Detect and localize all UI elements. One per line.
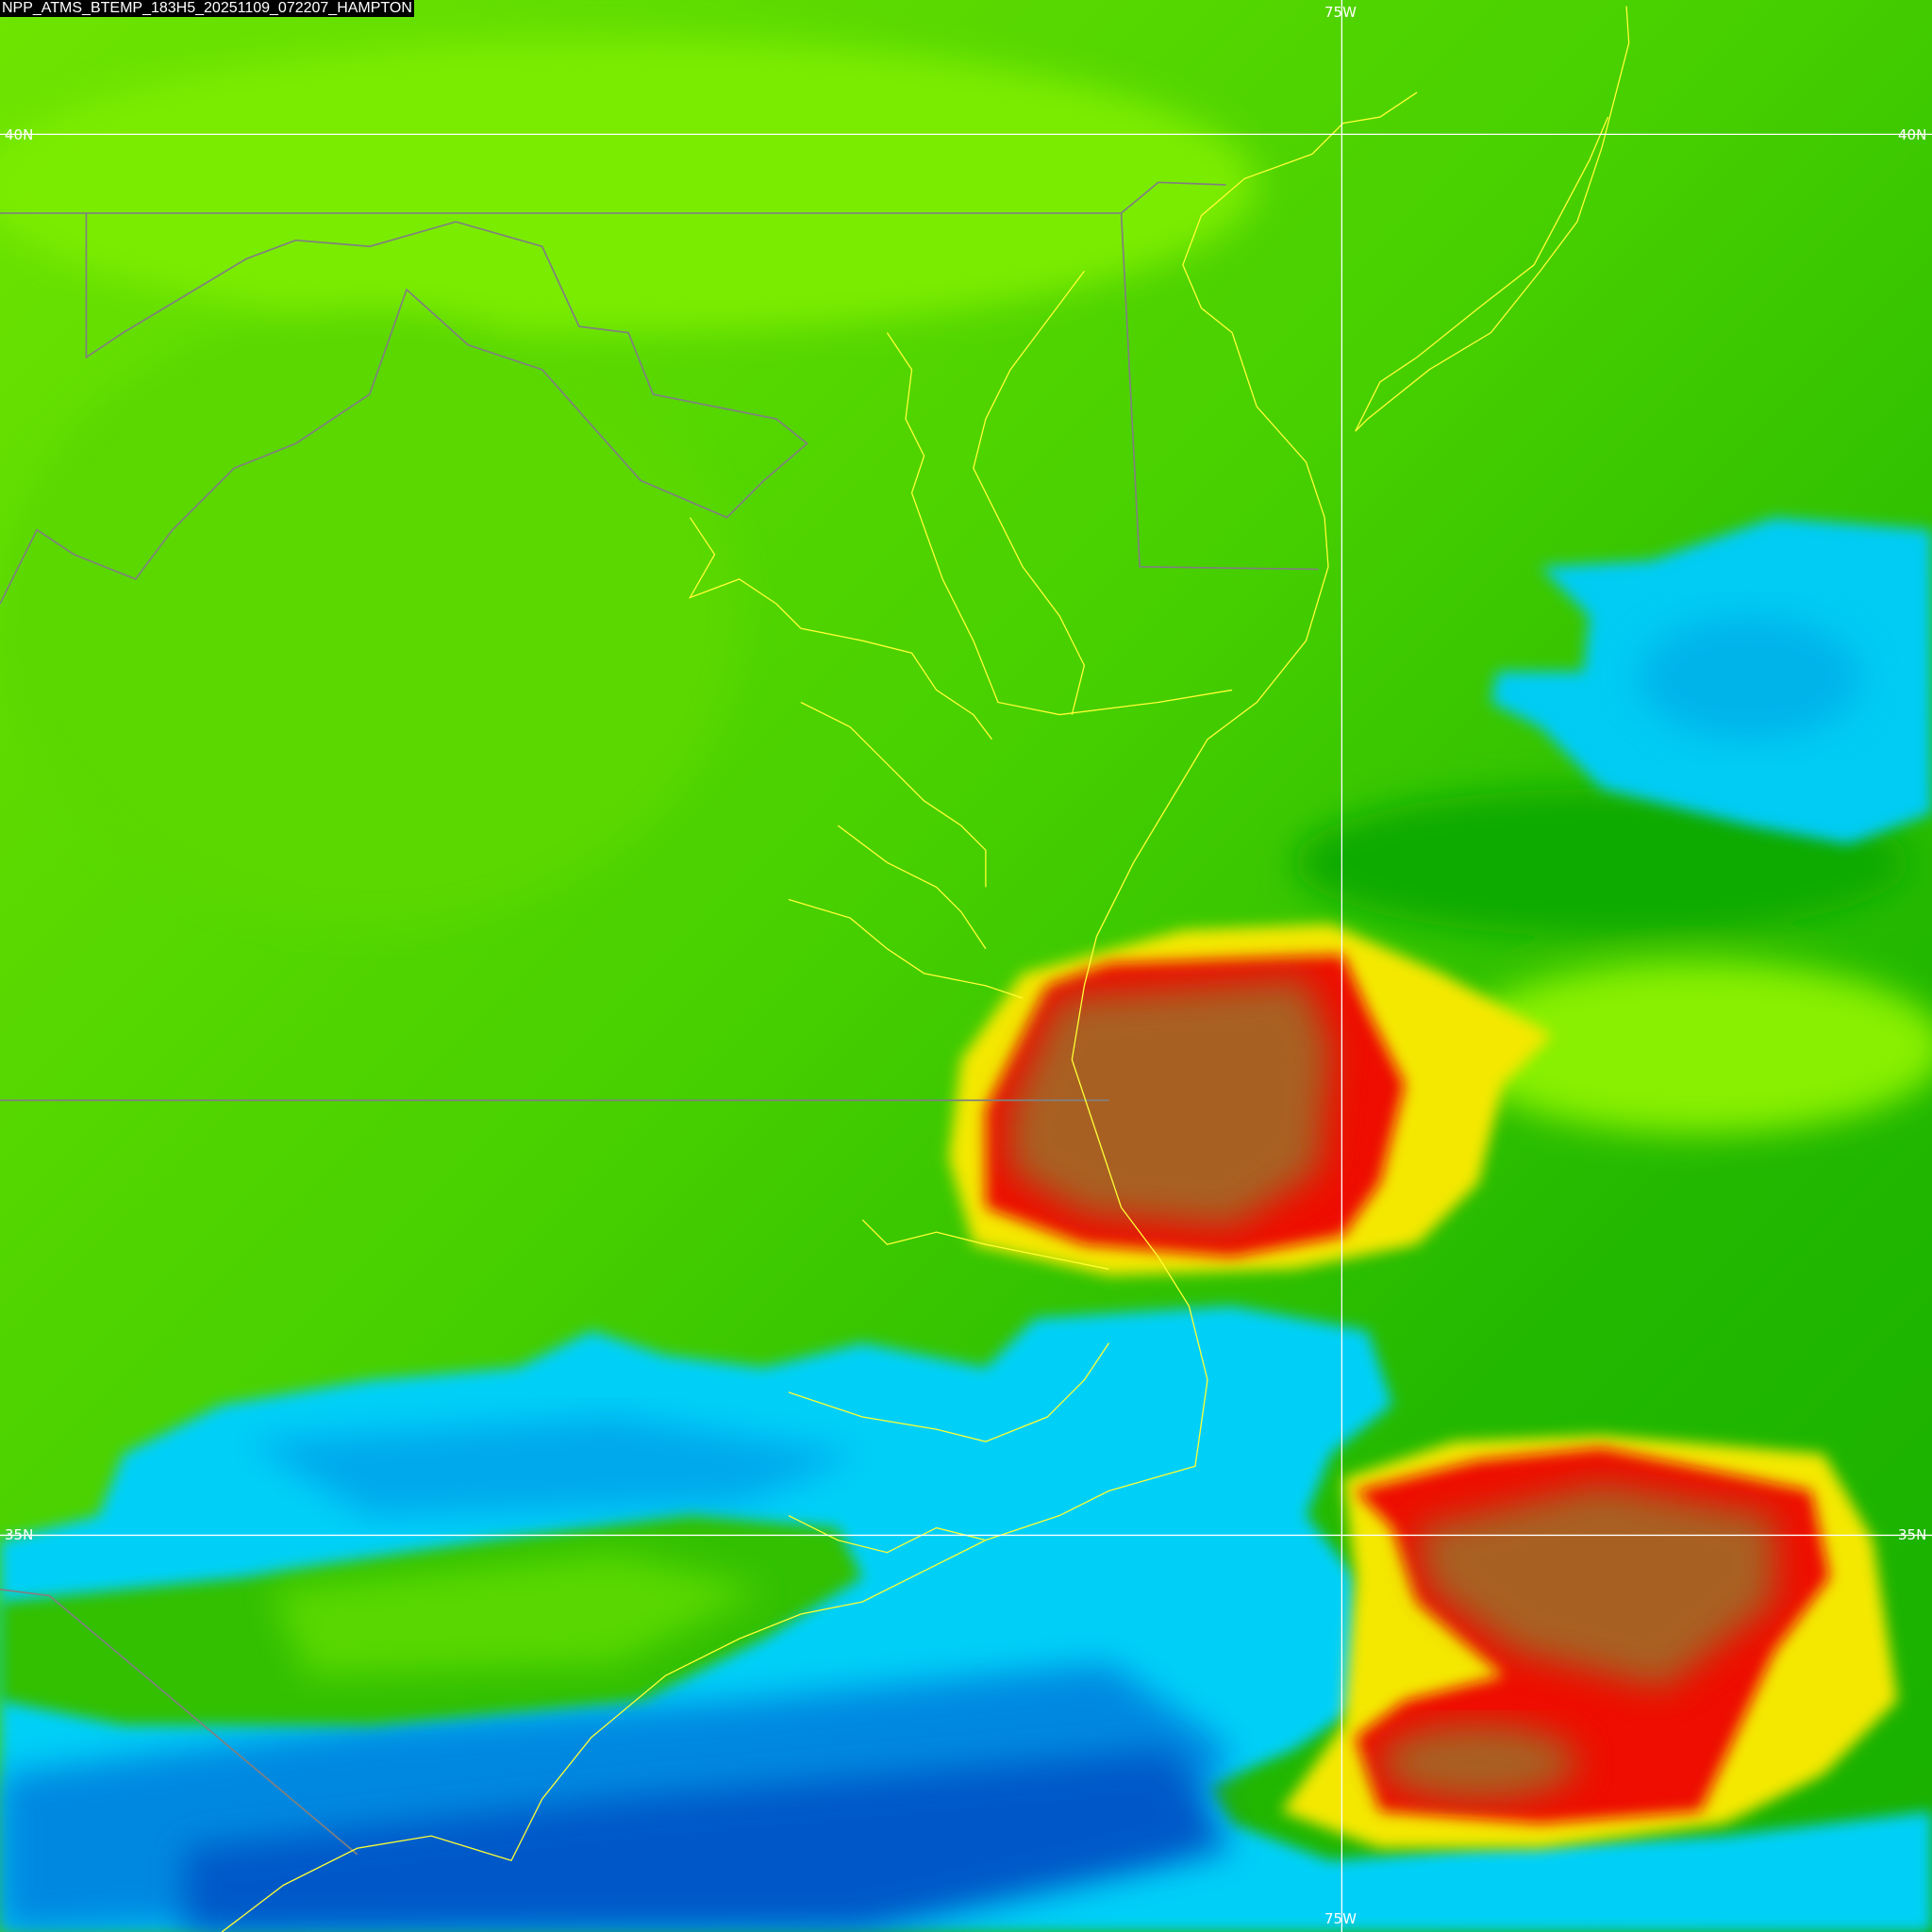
cold-region-south bbox=[0, 1306, 1932, 1932]
lat-label-35n-left: 35N bbox=[5, 1526, 34, 1543]
lon-label-top: 75W bbox=[1324, 4, 1357, 21]
image-title: NPP_ATMS_BTEMP_183H5_20251109_072207_HAM… bbox=[0, 0, 414, 17]
lat-label-40n-right: 40N bbox=[1898, 126, 1927, 143]
anomaly-south bbox=[1281, 1435, 1898, 1849]
anomaly-north bbox=[948, 924, 1553, 1275]
coastlines bbox=[221, 6, 1630, 1932]
lon-label-bottom: 75W bbox=[1324, 1910, 1357, 1927]
lat-label-35n-right: 35N bbox=[1898, 1526, 1927, 1543]
warm-band-south bbox=[0, 1515, 863, 1725]
state-borders bbox=[0, 181, 1319, 1856]
cold-region-east bbox=[1491, 517, 1932, 844]
lat-label-40n-left: 40N bbox=[5, 126, 34, 143]
